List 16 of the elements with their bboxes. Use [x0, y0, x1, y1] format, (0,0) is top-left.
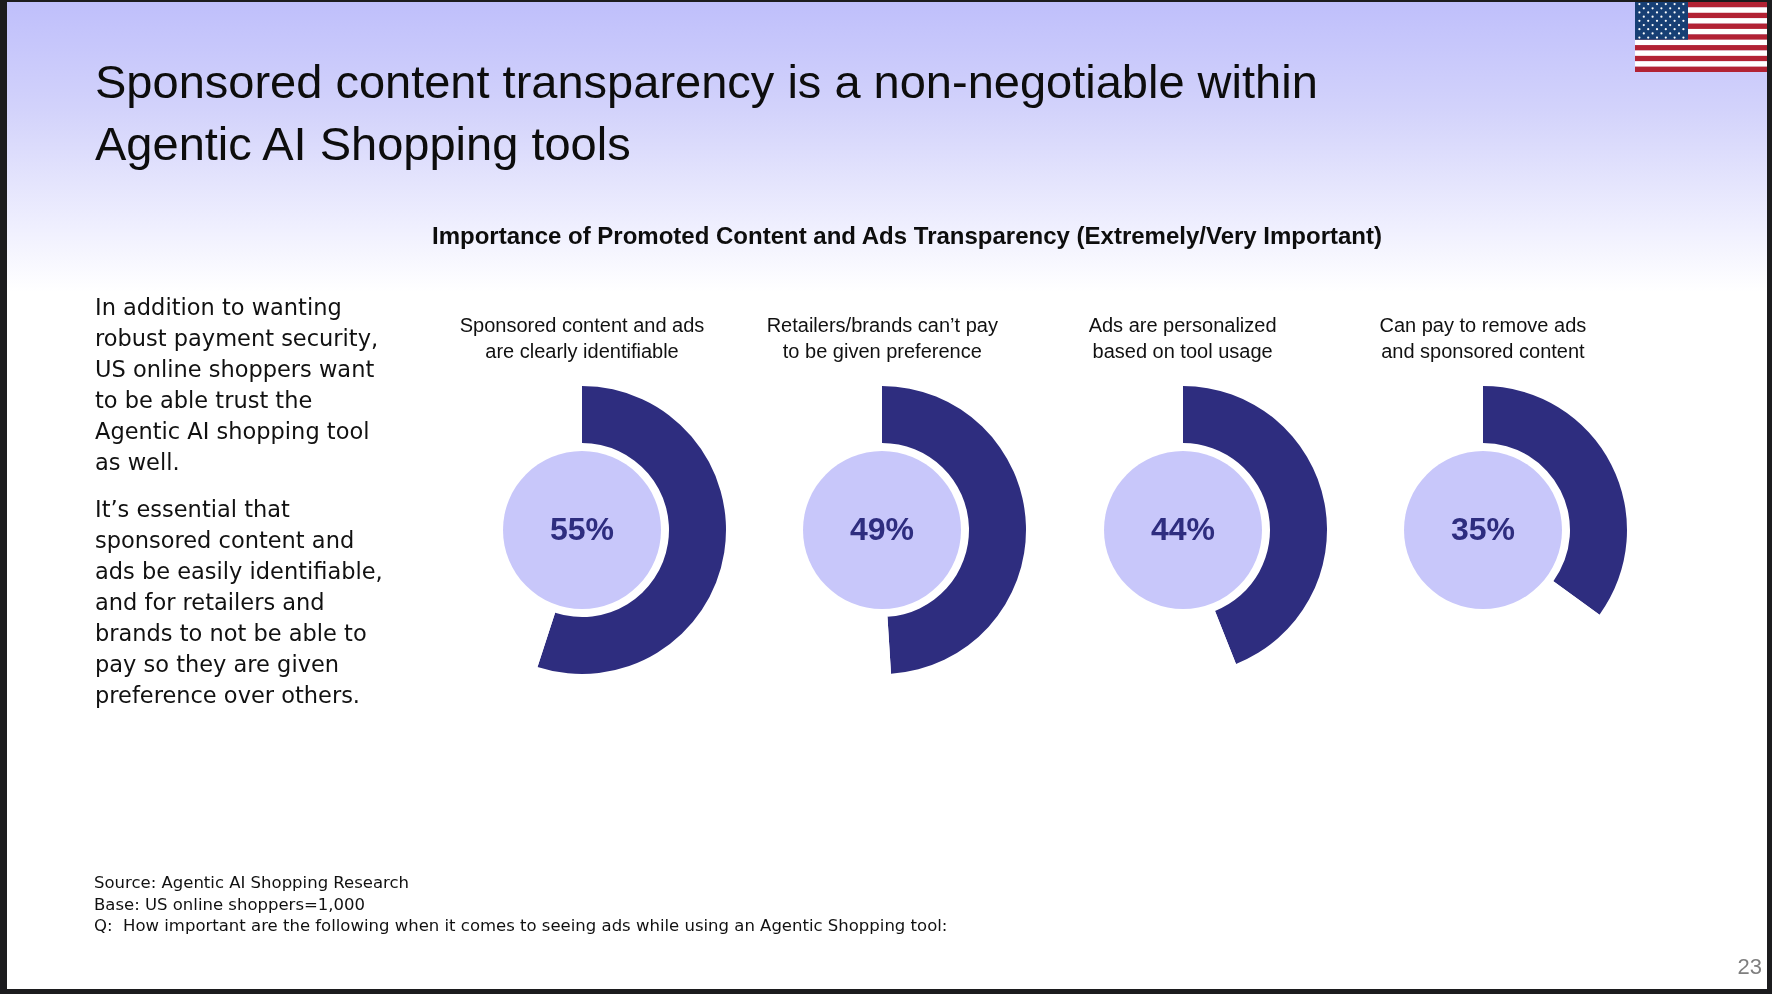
source-note: Source: Agentic AI Shopping Research: [94, 872, 411, 894]
chart-title: Retailers/brands can’t pay to be given preference: [765, 313, 999, 364]
chart-title: Sponsored content and ads are clearly identifiable: [458, 313, 706, 364]
text: Base: US online shoppers=1,000: [94, 893, 367, 915]
text: Sponsored content transparency is a non-negotiable within Agentic AI Shopping tools: [95, 54, 1319, 172]
text: In addition to wanting robust payment security, US online shoppers want to be able trust the Agentic AI shopping tool as well.: [95, 293, 380, 477]
text: Q: How important are the following when it comes to seeing ads while using an Agentic Shopping tool:: [94, 915, 949, 937]
text: 23: [1737, 954, 1762, 980]
chart-title: Ads are personalized based on tool usage: [1087, 313, 1278, 364]
text: It’s essential that sponsored content and ads be easily identifiable, and for retailers and brands to not be able to pay so they are given preference over others.: [95, 495, 384, 710]
text: Importance of Promoted Content and Ads Transparency (Extremely/Very Important): [431, 221, 1383, 251]
chart-title: Can pay to remove ads and sponsored content: [1378, 313, 1588, 364]
data-label: 49%: [850, 511, 915, 547]
data-label: 55%: [549, 511, 615, 547]
data-label: 35%: [1450, 511, 1515, 547]
data-label: 44%: [1150, 511, 1215, 547]
